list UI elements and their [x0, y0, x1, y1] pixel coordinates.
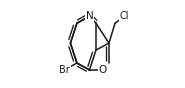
Text: Br: Br: [59, 65, 70, 75]
Text: Cl: Cl: [120, 11, 129, 21]
Text: N: N: [86, 11, 93, 21]
Text: O: O: [98, 65, 107, 75]
